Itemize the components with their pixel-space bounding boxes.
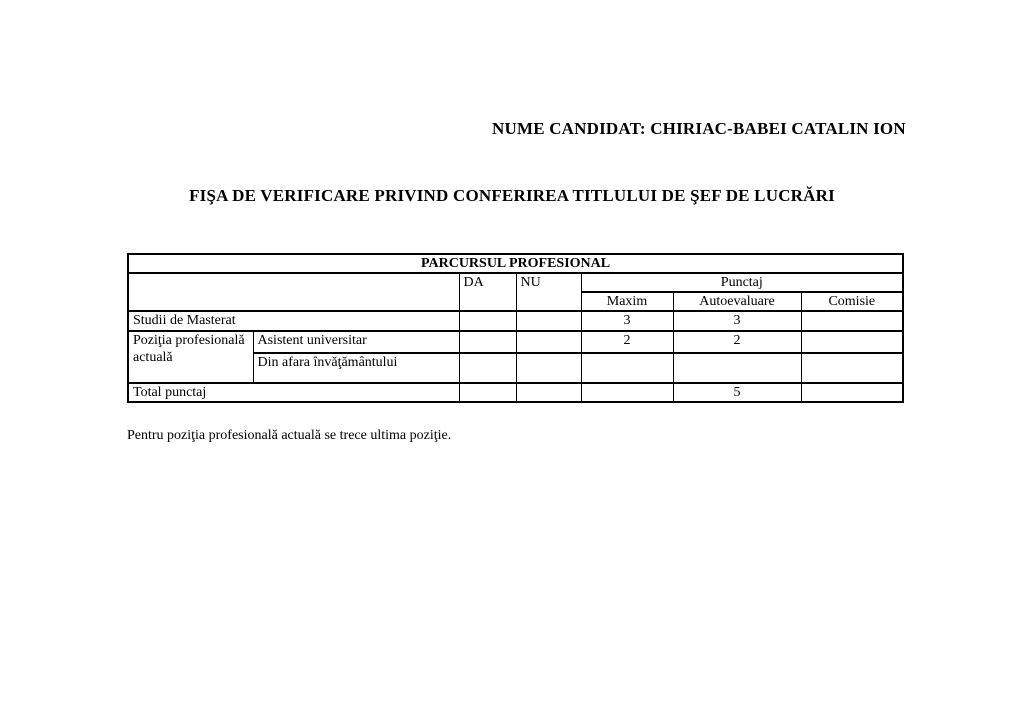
col-header-punctaj: Punctaj: [580, 272, 904, 293]
header-empty-cell: [127, 272, 460, 312]
table-row: Poziţia profesională actuală Asistent un…: [127, 330, 904, 384]
cell-total-da: [458, 382, 517, 403]
cell-asistent-nu: [515, 330, 582, 354]
cell-pozitia-label: Poziţia profesională actuală: [127, 330, 254, 384]
candidate-name-line: NUME CANDIDAT: CHIRIAC-BABEI CATALIN ION: [492, 119, 906, 138]
cell-total-autoevaluare: 5: [672, 382, 802, 403]
table-caption: PARCURSUL PROFESIONAL: [127, 253, 904, 274]
cell-total-comisie: [800, 382, 904, 403]
cell-studii-nu: [515, 310, 582, 332]
table-row: PARCURSUL PROFESIONAL: [127, 253, 904, 274]
cell-total-nu: [515, 382, 582, 403]
cell-asistent-maxim: 2: [580, 330, 674, 354]
cell-asistent-comisie: [800, 330, 904, 354]
cell-dinafara-nu: [515, 352, 582, 384]
table-row: Total punctaj 5: [127, 382, 904, 403]
cell-asistent-autoevaluare: 2: [672, 330, 802, 354]
cell-asistent-da: [458, 330, 517, 354]
cell-dinafara-da: [458, 352, 517, 384]
table-row: DA NU Punctaj: [127, 272, 904, 312]
professional-path-table: PARCURSUL PROFESIONAL DA NU Punctaj Maxi…: [127, 253, 905, 403]
cell-total-label: Total punctaj: [127, 382, 460, 403]
footnote: Pentru poziţia profesională actuală se t…: [127, 428, 452, 443]
col-header-da: DA: [458, 272, 517, 312]
cell-dinafara-autoevaluare: [672, 352, 802, 384]
cell-dinafara-label: Din afara învăţământului: [252, 352, 460, 384]
col-header-autoevaluare: Autoevaluare: [672, 291, 802, 312]
cell-dinafara-comisie: [800, 352, 904, 384]
cell-dinafara-maxim: [580, 352, 674, 384]
col-header-comisie: Comisie: [800, 291, 904, 312]
document-title: FIŞA DE VERIFICARE PRIVIND CONFERIREA TI…: [189, 186, 835, 205]
table-row: Studii de Masterat 3 3: [127, 310, 904, 332]
cell-studii-da: [458, 310, 517, 332]
col-header-nu: NU: [515, 272, 582, 312]
cell-studii-autoevaluare: 3: [672, 310, 802, 332]
cell-total-maxim: [580, 382, 674, 403]
table-row: Din afara învăţământului: [128, 352, 904, 384]
cell-studii-label: Studii de Masterat: [127, 310, 460, 332]
col-header-maxim: Maxim: [580, 291, 674, 312]
cell-studii-maxim: 3: [580, 310, 674, 332]
cell-studii-comisie: [800, 310, 904, 332]
cell-asistent-label: Asistent universitar: [252, 330, 460, 354]
table-row: Maxim Autoevaluare Comisie: [128, 291, 904, 312]
